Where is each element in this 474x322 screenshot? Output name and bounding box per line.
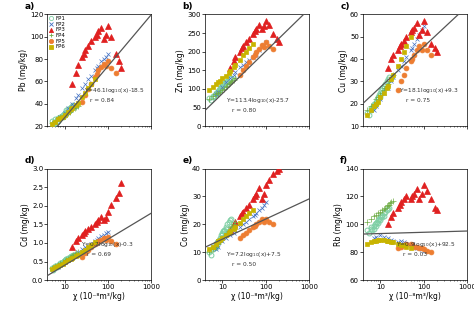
Text: Y=46.1log$_{10}$(x)-18.5: Y=46.1log$_{10}$(x)-18.5 xyxy=(84,86,145,94)
Text: r = 0.84: r = 0.84 xyxy=(90,98,114,102)
Text: Y=7.2log$_{10}$(x)+7.5: Y=7.2log$_{10}$(x)+7.5 xyxy=(226,250,282,259)
Y-axis label: Pb (mg/kg): Pb (mg/kg) xyxy=(18,49,27,91)
Text: Y=0.7log$_{10}$(x)-0.3: Y=0.7log$_{10}$(x)-0.3 xyxy=(81,240,134,249)
Text: c): c) xyxy=(340,2,350,11)
Text: r = 0.80: r = 0.80 xyxy=(232,108,256,113)
Text: Y=0.9log$_{10}$(x)+92.5: Y=0.9log$_{10}$(x)+92.5 xyxy=(396,240,456,249)
Text: f): f) xyxy=(340,156,348,165)
X-axis label: χ (10⁻⁸m³/kg): χ (10⁻⁸m³/kg) xyxy=(389,292,441,301)
Legend: FP1, FP2, FP3, FP4, FP5, FP6: FP1, FP2, FP3, FP4, FP5, FP6 xyxy=(48,15,65,50)
Y-axis label: Zn (mg/kg): Zn (mg/kg) xyxy=(176,49,185,92)
Y-axis label: Cd (mg/kg): Cd (mg/kg) xyxy=(21,203,30,246)
Text: r = 0.75: r = 0.75 xyxy=(406,98,430,102)
Text: d): d) xyxy=(25,156,35,165)
Text: b): b) xyxy=(182,2,193,11)
X-axis label: χ (10⁻⁸m³/kg): χ (10⁻⁸m³/kg) xyxy=(231,292,283,301)
Text: r = 0.69: r = 0.69 xyxy=(87,251,111,257)
Text: e): e) xyxy=(182,156,192,165)
Text: r = 0.03: r = 0.03 xyxy=(402,251,427,257)
Y-axis label: Rb (mg/kg): Rb (mg/kg) xyxy=(334,203,343,246)
Text: Y=18.1log$_{10}$(x)+9.3: Y=18.1log$_{10}$(x)+9.3 xyxy=(400,86,459,94)
Y-axis label: Co (mg/kg): Co (mg/kg) xyxy=(181,203,190,246)
Y-axis label: Cu (mg/kg): Cu (mg/kg) xyxy=(339,49,348,92)
X-axis label: χ (10⁻⁸m³/kg): χ (10⁻⁸m³/kg) xyxy=(73,292,125,301)
Text: r = 0.50: r = 0.50 xyxy=(232,262,256,267)
Text: Y=113.4log$_{10}$(x)-25.7: Y=113.4log$_{10}$(x)-25.7 xyxy=(226,96,290,105)
Text: a): a) xyxy=(25,2,35,11)
